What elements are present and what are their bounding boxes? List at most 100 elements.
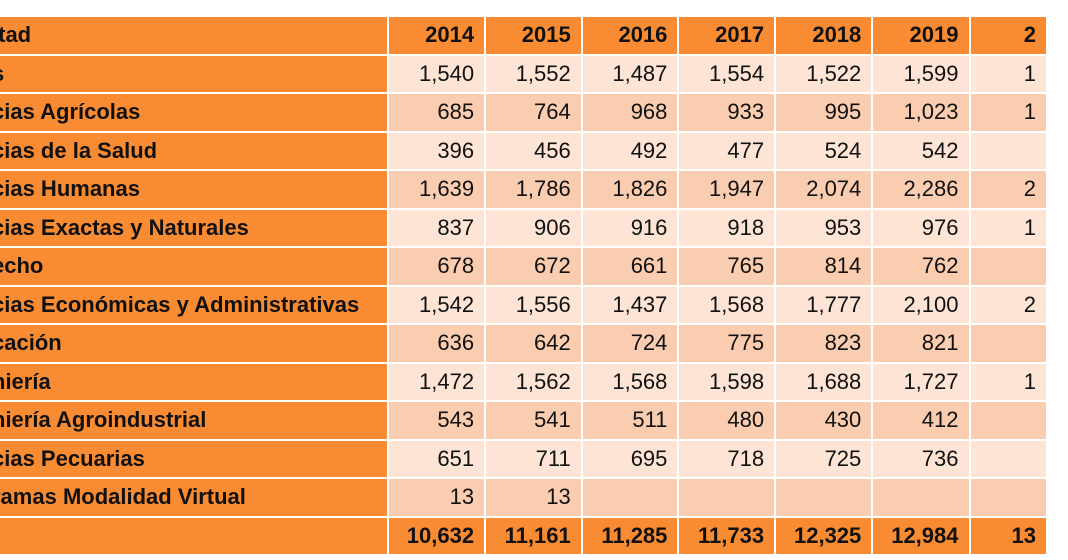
header-row: ltad 2014 2015 2016 2017 2018 2019 2 (0, 17, 1048, 56)
value-cell: 412 (873, 402, 971, 441)
header-cell-year: 2018 (776, 17, 874, 56)
value-cell: 933 (679, 94, 777, 133)
row-label-cell: cación (0, 325, 389, 364)
value-cell: 480 (679, 402, 777, 441)
value-cell: 1 (970, 55, 1048, 94)
value-cell: 718 (679, 440, 777, 479)
value-cell: 2 (970, 171, 1048, 210)
value-cell: 13 (388, 479, 487, 518)
value-cell (970, 132, 1048, 171)
row-label-cell: cias Pecuarias (0, 440, 389, 479)
row-label-cell: cias Agrícolas (0, 94, 389, 133)
value-cell: 2,286 (873, 171, 971, 210)
value-cell: 711 (486, 440, 583, 479)
value-cell: 511 (582, 402, 680, 441)
value-cell (873, 479, 971, 518)
total-value-cell: 11,733 (679, 517, 777, 556)
header-cell-year: 2017 (679, 17, 777, 56)
value-cell: 918 (679, 209, 777, 248)
value-cell: 821 (873, 325, 971, 364)
table-row: echo678672661765814762 (0, 248, 1048, 287)
value-cell: 1,554 (679, 55, 777, 94)
value-cell (776, 479, 874, 518)
value-cell: 1,826 (582, 171, 680, 210)
value-cell: 823 (776, 325, 874, 364)
header-cell-year: 2015 (486, 17, 583, 56)
value-cell: 542 (873, 132, 971, 171)
value-cell: 492 (582, 132, 680, 171)
value-cell: 695 (582, 440, 680, 479)
table-row: cias de la Salud 396 456 492 477 524 542 (0, 132, 1048, 171)
value-cell: 1,947 (679, 171, 777, 210)
header-cell-year: 2016 (582, 17, 680, 56)
value-cell: 651 (388, 440, 487, 479)
value-cell (582, 479, 680, 518)
total-value-cell: 11,161 (486, 517, 583, 556)
table-row: cación636642724775823821 (0, 325, 1048, 364)
value-cell (970, 440, 1048, 479)
value-cell: 1,542 (388, 286, 487, 325)
value-cell: 477 (679, 132, 777, 171)
row-label-cell: ramas Modalidad Virtual (0, 479, 389, 518)
value-cell: 2,100 (873, 286, 971, 325)
value-cell: 1,522 (776, 55, 874, 94)
value-cell: 736 (873, 440, 971, 479)
row-label-cell: cias Humanas (0, 171, 389, 210)
value-cell: 685 (388, 94, 487, 133)
enrollment-table: ltad 2014 2015 2016 2017 2018 2019 2 s1,… (0, 17, 1048, 556)
value-cell: 1,688 (776, 363, 874, 402)
value-cell: 1,556 (486, 286, 583, 325)
value-cell: 953 (776, 209, 874, 248)
value-cell: 642 (486, 325, 583, 364)
value-cell: 775 (679, 325, 777, 364)
value-cell (970, 325, 1048, 364)
total-value-cell: 11,285 (582, 517, 680, 556)
value-cell: 543 (388, 402, 487, 441)
value-cell: 678 (388, 248, 487, 287)
value-cell: 916 (582, 209, 680, 248)
table-row: cias Humanas 1,639 1,786 1,826 1,947 2,074 2,2… (0, 171, 1048, 210)
value-cell: 1,568 (582, 363, 680, 402)
table-row: cias Económicas y Administrativas 1,542 1,… (0, 286, 1048, 325)
value-cell: 672 (486, 248, 583, 287)
value-cell: 976 (873, 209, 971, 248)
header-cell-year: 2 (970, 17, 1048, 56)
value-cell: 396 (388, 132, 487, 171)
value-cell: 1,727 (873, 363, 971, 402)
value-cell (679, 479, 777, 518)
value-cell (970, 479, 1048, 518)
value-cell: 1 (970, 363, 1048, 402)
header-cell-year: 2019 (873, 17, 971, 56)
value-cell: 1 (970, 209, 1048, 248)
value-cell: 1,777 (776, 286, 874, 325)
row-label-cell: cias de la Salud (0, 132, 389, 171)
row-label-cell: s (0, 55, 389, 94)
value-cell: 995 (776, 94, 874, 133)
table-row: niería Agroindustrial 543 541 511 480 430 412 (0, 402, 1048, 441)
value-cell: 837 (388, 209, 487, 248)
value-cell: 765 (679, 248, 777, 287)
value-cell: 541 (486, 402, 583, 441)
value-cell: 762 (873, 248, 971, 287)
value-cell: 661 (582, 248, 680, 287)
row-label-cell: echo (0, 248, 389, 287)
value-cell: 1,472 (388, 363, 487, 402)
table-row: cias Exactas y Naturales 837 906 916 918 953 9… (0, 209, 1048, 248)
value-cell: 13 (486, 479, 583, 518)
value-cell: 764 (486, 94, 583, 133)
total-value-cell: 12,325 (776, 517, 874, 556)
header-cell-label: ltad (0, 17, 389, 56)
total-value-cell: 13 (970, 517, 1048, 556)
value-cell: 1,786 (486, 171, 583, 210)
value-cell: 724 (582, 325, 680, 364)
total-value-cell: 12,984 (873, 517, 971, 556)
value-cell: 636 (388, 325, 487, 364)
value-cell: 906 (486, 209, 583, 248)
value-cell: 1,540 (388, 55, 487, 94)
table-row: cias Pecuarias 651 711 695 718 725 736 (0, 440, 1048, 479)
row-label-cell: niería Agroindustrial (0, 402, 389, 441)
